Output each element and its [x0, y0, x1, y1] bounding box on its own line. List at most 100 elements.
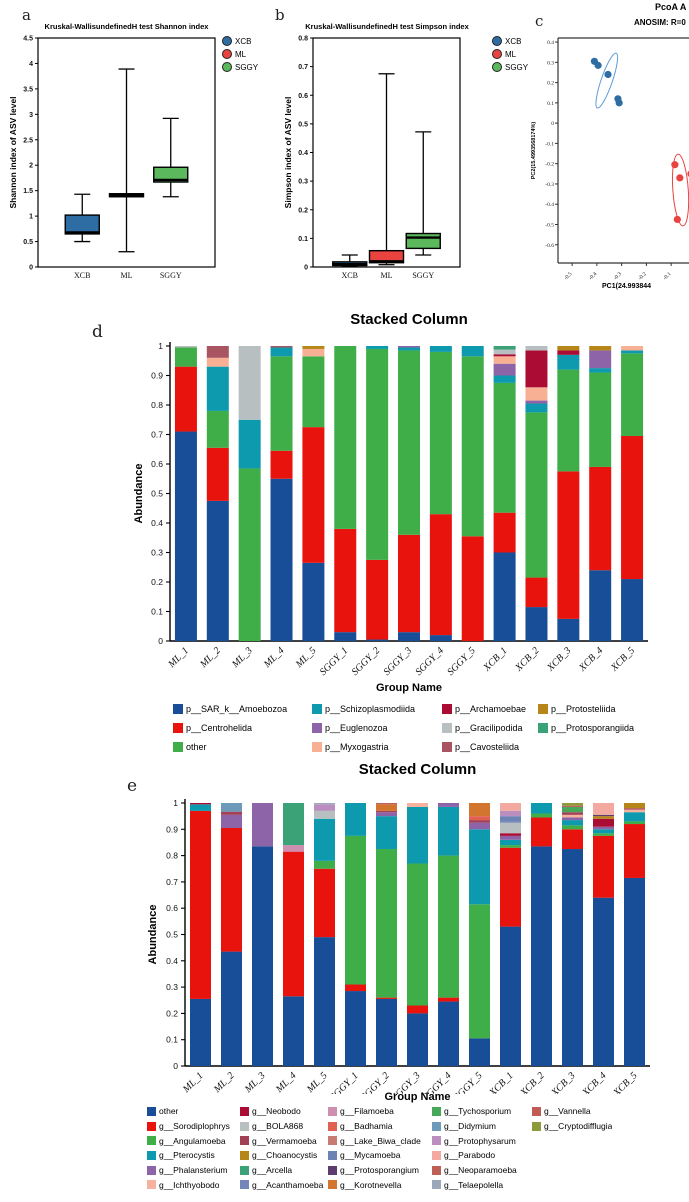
- bar-segment: [525, 400, 548, 404]
- x-category-label: ML_3: [229, 645, 254, 670]
- legend-item-p__Cavosteliida: p__Cavosteliida: [442, 737, 538, 756]
- legend-label: g__Didymium: [444, 1121, 496, 1132]
- bar-segment: [206, 500, 229, 641]
- bar-segment: [366, 559, 389, 640]
- legend-swatch: [432, 1136, 441, 1146]
- legend-item-p__Gracilipodida: p__Gracilipodida: [442, 718, 538, 737]
- bar-segment: [270, 450, 293, 479]
- bar-segment: [174, 346, 197, 348]
- legend-label: g__Korotnevella: [340, 1179, 402, 1190]
- bar-segment: [493, 382, 516, 513]
- x-category-label: ML_1: [166, 645, 191, 670]
- bar-segment: [593, 814, 614, 817]
- bar-segment: [376, 810, 397, 813]
- panel-b-letter: b: [275, 6, 285, 24]
- legend-label: ML: [505, 49, 517, 59]
- bar-segment: [283, 851, 304, 997]
- x-category-label: SGGY_5: [445, 645, 478, 678]
- bar-segment: [493, 354, 516, 357]
- panel-b-title: Kruskal-WallisundefinedH test Simpson in…: [305, 22, 469, 31]
- legend-item-g__Vermamoeba: g__Vermamoeba: [240, 1133, 328, 1148]
- bar-segment: [493, 363, 516, 376]
- panel-a-legend: XCB ML SGGY: [222, 36, 258, 72]
- legend-dot: [492, 62, 502, 72]
- bar-segment: [493, 349, 516, 355]
- legend-swatch: [240, 1136, 249, 1146]
- legend-item-g__Protosporangium: g__Protosporangium: [328, 1163, 432, 1178]
- y-axis-title: Simpson index of ASV level: [283, 97, 293, 209]
- bar-segment: [557, 471, 580, 619]
- bar-segment: [174, 366, 197, 432]
- bar-segment: [314, 818, 335, 861]
- legend-dot: [492, 36, 502, 46]
- legend-label: g__Protosporangium: [340, 1165, 419, 1176]
- panel-e-title: Stacked Column: [358, 761, 477, 778]
- bar-segment: [252, 846, 273, 1066]
- bar-segment: [366, 639, 389, 641]
- y-tick-label: 0.6: [166, 903, 178, 913]
- bar-segment: [500, 803, 521, 811]
- pc2-tick-label: -0.5: [545, 222, 554, 228]
- y-tick-label: 1: [173, 798, 178, 808]
- legend-item-XCB: XCB: [222, 36, 258, 46]
- bar-segment: [557, 350, 580, 355]
- bar-segment: [624, 803, 645, 809]
- legend-item-ML: ML: [222, 49, 258, 59]
- bar-segment: [221, 803, 242, 812]
- panel-e-legend: other g__Sorodiplophrys g__Angulamoeba g__P…: [147, 1104, 612, 1192]
- legend-item-g__Telaepolella: g__Telaepolella: [432, 1177, 532, 1192]
- bar-segment: [525, 607, 548, 641]
- bar-segment: [407, 863, 428, 1006]
- bar-segment: [206, 366, 229, 411]
- bar-segment: [500, 847, 521, 927]
- sample-point-XCB: [594, 61, 602, 69]
- bar-segment: [398, 347, 420, 351]
- legend-swatch: [312, 703, 322, 714]
- x-category-label: XCB_1: [481, 645, 510, 674]
- bar-segment: [525, 387, 548, 401]
- bar-segment: [493, 512, 516, 553]
- bar-segment: [461, 356, 484, 537]
- y-tick-label: 0.2: [166, 1008, 178, 1018]
- pc1-tick-label: -0.1: [662, 271, 673, 282]
- y-tick-label: 0.5: [151, 489, 163, 499]
- x-category-label: SGGY_4: [413, 645, 446, 678]
- x-category-label: ML_2: [198, 645, 223, 670]
- y-tick-label: 3: [29, 112, 33, 119]
- legend-swatch: [240, 1165, 249, 1175]
- bar-segment: [461, 536, 484, 641]
- legend-item-g__Phalansterium: g__Phalansterium: [147, 1163, 240, 1178]
- bar-segment: [624, 812, 645, 822]
- x-category-label: SGGY: [412, 271, 434, 280]
- pcoa-scatter: 0.4 0.3 0.2 0.1 0 -0.1 -0.2 -0.3 -0.4 -0.5 -0.6 -0.…: [531, 37, 689, 290]
- bar-segment: [314, 804, 335, 811]
- panel-d-xaxis-title: Group Name: [375, 682, 442, 694]
- bar-segment: [345, 835, 366, 985]
- legend-label: p__Myxogastria: [325, 741, 389, 752]
- anosim-subtitle: ANOSIM: R=0: [634, 18, 686, 27]
- bar-segment: [376, 803, 397, 805]
- bar-segment: [525, 403, 548, 413]
- pc2-tick-label: -0.2: [545, 162, 554, 168]
- bar-segment: [593, 833, 614, 836]
- bar-segment: [589, 570, 612, 641]
- bar-segment: [593, 818, 614, 827]
- legend-swatch: [147, 1150, 156, 1160]
- bar-segment: [621, 435, 644, 580]
- legend-swatch: [532, 1121, 541, 1131]
- pc2-tick-label: 0.2: [547, 81, 554, 87]
- legend-item-g__Vannella: g__Vannella: [532, 1104, 612, 1119]
- bar-segment: [314, 860, 335, 869]
- y-axis-title: Abundance: [133, 464, 145, 524]
- legend-label: p__Cavosteliida: [455, 741, 520, 752]
- sample-point-XCB: [604, 70, 612, 79]
- bar-segment: [589, 346, 612, 351]
- legend-swatch: [432, 1180, 441, 1190]
- bar-segment: [493, 356, 516, 364]
- pc1-tick-label: -0.4: [588, 271, 599, 282]
- bar-segment: [190, 998, 211, 1066]
- x-category-label: ML: [121, 271, 133, 280]
- bar-segment: [438, 855, 459, 998]
- legend-label: g__Vermamoeba: [252, 1135, 317, 1146]
- bar-segment: [283, 845, 304, 852]
